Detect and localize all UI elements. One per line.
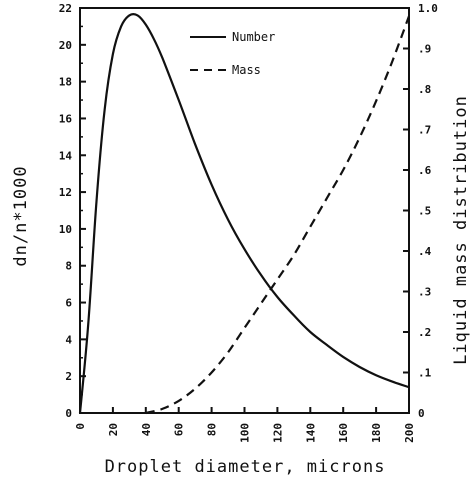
left-y-tick-label: 2 bbox=[65, 370, 72, 383]
left-y-tick-label: 10 bbox=[59, 223, 72, 236]
right-y-tick-label: .4 bbox=[418, 245, 432, 258]
left-y-tick-label: 14 bbox=[59, 149, 73, 162]
left-y-tick-label: 20 bbox=[59, 39, 72, 52]
left-y-axis-label: dn/n*1000 bbox=[11, 165, 31, 266]
right-y-tick-label: 1.0 bbox=[418, 2, 438, 15]
left-y-axis-ticks: 0 2 4 6 8 10 12 14 16 18 20 22 bbox=[59, 2, 86, 420]
right-y-tick-label: .2 bbox=[418, 326, 431, 339]
right-y-axis-label: Liquid mass distribution bbox=[451, 95, 471, 365]
left-y-tick-label: 12 bbox=[59, 186, 72, 199]
legend-label-number: Number bbox=[232, 30, 275, 44]
x-tick-label: 160 bbox=[337, 423, 350, 443]
right-y-axis-ticks: 0 .1 .2 .3 .4 .5 .6 .7 .8 .9 1.0 bbox=[403, 2, 438, 420]
x-tick-label: 80 bbox=[206, 423, 219, 436]
right-y-tick-label: .6 bbox=[418, 164, 432, 177]
legend-label-mass: Mass bbox=[232, 63, 261, 77]
left-y-tick-label: 4 bbox=[65, 333, 72, 346]
x-tick-label: 60 bbox=[173, 423, 186, 436]
left-y-tick-label: 0 bbox=[65, 407, 72, 420]
right-y-tick-label: .5 bbox=[418, 205, 431, 218]
x-tick-label: 0 bbox=[74, 423, 87, 430]
series-line-number bbox=[78, 12, 410, 414]
right-y-tick-label: 0 bbox=[418, 407, 425, 420]
x-tick-label: 140 bbox=[304, 423, 317, 443]
left-y-tick-label: 18 bbox=[59, 76, 72, 89]
x-tick-label: 120 bbox=[271, 423, 284, 443]
left-y-tick-label: 6 bbox=[65, 297, 72, 310]
right-y-tick-label: .9 bbox=[418, 43, 431, 56]
x-tick-label: 200 bbox=[403, 423, 416, 443]
series-layer bbox=[78, 12, 411, 415]
left-y-tick-label: 22 bbox=[59, 2, 72, 15]
x-tick-label: 40 bbox=[140, 423, 153, 436]
right-y-tick-label: .8 bbox=[418, 83, 431, 96]
x-tick-label: 180 bbox=[370, 423, 383, 443]
right-y-tick-label: .1 bbox=[418, 367, 432, 380]
x-tick-label: 20 bbox=[107, 423, 120, 436]
x-axis-ticks: 0 20 40 60 80 100 120 140 160 180 200 bbox=[74, 407, 416, 443]
right-y-tick-label: .7 bbox=[418, 124, 431, 137]
left-y-tick-label: 16 bbox=[59, 112, 73, 125]
right-y-tick-label: .3 bbox=[418, 286, 431, 299]
legend: Number Mass bbox=[190, 30, 275, 77]
x-tick-label: 100 bbox=[239, 423, 252, 443]
left-y-tick-label: 8 bbox=[65, 260, 72, 273]
x-axis-label: Droplet diameter, microns bbox=[105, 457, 386, 477]
series-line-mass bbox=[145, 15, 411, 415]
